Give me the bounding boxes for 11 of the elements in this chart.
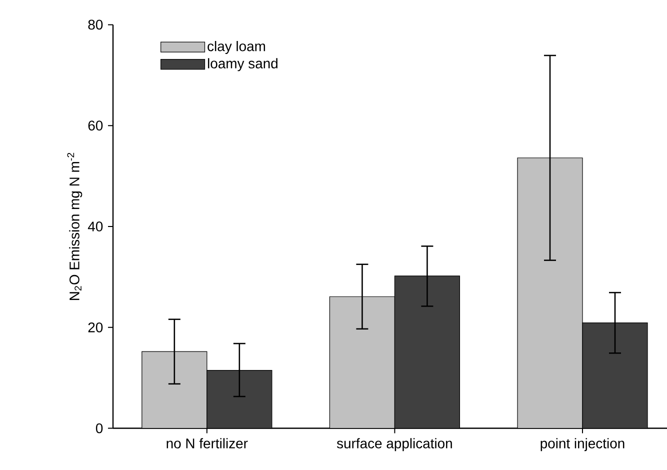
legend-label: clay loam: [208, 40, 266, 54]
y-tick-label: 0: [96, 423, 103, 434]
x-tick-label: no N fertilizer: [166, 438, 248, 448]
x-tick-label: surface application: [336, 438, 452, 452]
legend-label: loamy sand: [208, 58, 278, 72]
y-tick-label: 20: [88, 322, 103, 332]
y-tick-label: 80: [88, 20, 103, 30]
y-axis-title: N$_{2}$O Emission mg N m$^{-2}$: [67, 152, 82, 300]
y-tick-label: 40: [88, 222, 103, 232]
y-tick-label: 60: [88, 120, 103, 131]
x-tick-label: point injection: [540, 438, 624, 452]
